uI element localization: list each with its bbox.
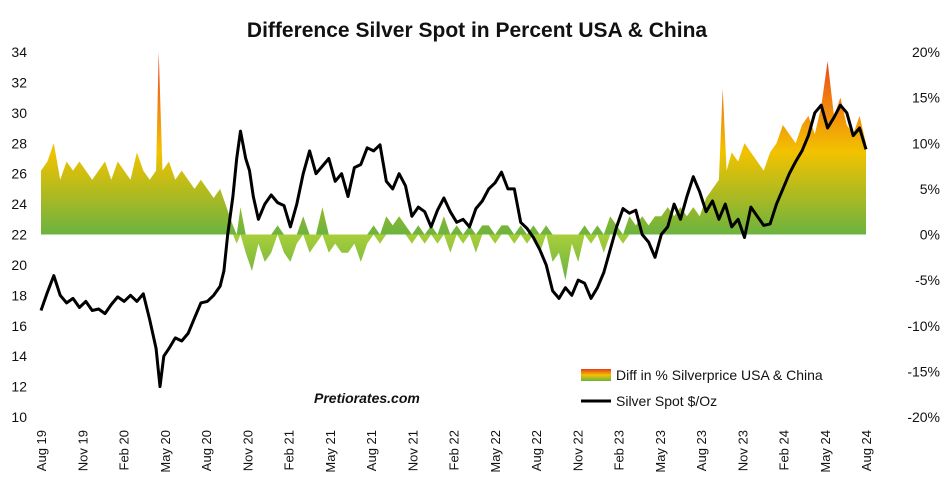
x-tick-label: May 21 [323,430,338,473]
legend-swatch-area [581,369,611,381]
y-left-tick-label: 34 [11,44,27,60]
y-right-tick-label: 10% [912,135,940,151]
x-tick-label: May 22 [488,430,503,473]
y-axis-left: 10 12 14 16 18 20 22 24 26 28 30 32 34 [11,44,27,425]
y-left-tick-label: 20 [11,257,27,273]
y-right-tick-label: -10% [907,318,940,334]
diff-area-positive [41,52,866,235]
y-left-tick-label: 14 [11,348,27,364]
x-tick-label: May 23 [653,430,668,473]
y-right-tick-label: -15% [907,363,940,379]
y-axis-right: -20% -15% -10% -5% 0% 5% 10% 15% 20% [907,44,940,425]
y-right-tick-label: 0% [920,227,940,243]
x-tick-label: Feb 22 [447,430,462,470]
x-tick-label: Aug 20 [199,430,214,471]
y-left-tick-label: 10 [11,409,27,425]
y-left-tick-label: 28 [11,135,27,151]
y-right-tick-label: 15% [912,90,940,106]
y-right-tick-label: -5% [915,272,940,288]
y-right-tick-label: 5% [920,181,940,197]
x-tick-label: Aug 22 [529,430,544,471]
x-tick-label: May 24 [818,430,833,473]
y-left-tick-label: 12 [11,379,27,395]
y-left-tick-label: 22 [11,227,27,243]
y-left-tick-label: 26 [11,166,27,182]
x-tick-label: Nov 19 [75,430,90,471]
diff-area-negative [41,234,866,281]
y-left-tick-label: 32 [11,74,27,90]
x-tick-label: Nov 23 [735,430,750,471]
y-left-tick-label: 24 [11,196,27,212]
silver-spot-line [39,103,868,389]
x-tick-label: Aug 21 [364,430,379,471]
x-tick-label: Feb 23 [612,430,627,470]
legend-label-line: Silver Spot $/Oz [616,393,717,409]
x-tick-label: Nov 22 [570,430,585,471]
legend: Diff in % Silverprice USA & China Silver… [581,367,823,409]
x-tick-label: May 20 [158,430,173,473]
y-left-tick-label: 16 [11,318,27,334]
y-right-tick-label: -20% [907,409,940,425]
y-left-tick-label: 30 [11,105,27,121]
chart-title: Difference Silver Spot in Percent USA & … [247,19,707,42]
x-tick-label: Nov 20 [240,430,255,471]
x-axis: Aug 19 Nov 19 Feb 20 May 20 Aug 20 Nov 20 Feb … [34,430,874,473]
x-tick-label: Aug 24 [859,430,874,471]
y-right-tick-label: 20% [912,44,940,60]
x-tick-label: Aug 19 [34,430,49,471]
x-tick-label: Nov 21 [405,430,420,471]
x-tick-label: Feb 24 [777,430,792,470]
watermark: Pretiorates.com [314,390,420,406]
legend-label-area: Diff in % Silverprice USA & China [616,367,823,383]
y-left-tick-label: 18 [11,287,27,303]
x-tick-label: Feb 21 [282,430,297,470]
x-tick-label: Feb 20 [117,430,132,470]
x-tick-label: Aug 23 [694,430,709,471]
